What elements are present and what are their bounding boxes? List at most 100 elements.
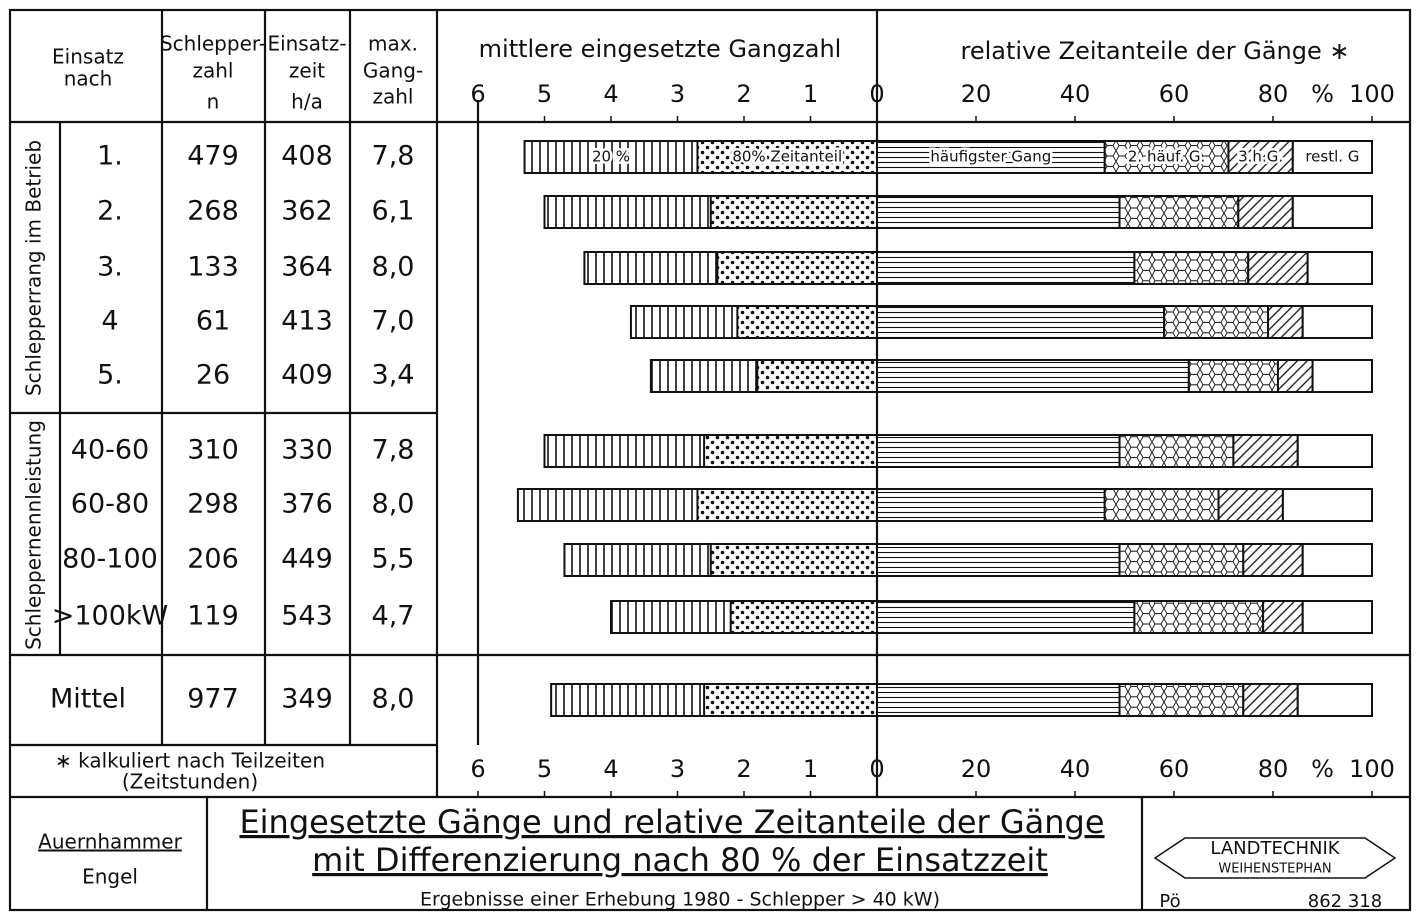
table-cell: 330: [281, 435, 333, 466]
x-tick-label: 1: [803, 80, 818, 108]
table-cell: 3,4: [372, 360, 415, 391]
bar-segment: [1242, 683, 1299, 717]
bar-segment: [1118, 683, 1245, 717]
bar-segment: [876, 434, 1121, 468]
row-label: 2.: [97, 196, 123, 227]
header-text: nach: [64, 67, 113, 91]
header-text: h/a: [291, 90, 323, 114]
bar-segment: [1232, 434, 1299, 468]
title: mit Differenzierung nach 80 % der Einsat…: [312, 841, 1048, 879]
header-text: Schlepper-: [160, 32, 266, 56]
table-cell: 479: [187, 141, 239, 172]
x2-tick-label: 40: [1060, 755, 1091, 783]
x-tick-label: 2: [736, 755, 751, 783]
header-text: zahl: [373, 85, 414, 109]
bar-segment: [1103, 488, 1220, 522]
bar-segment: [1133, 600, 1265, 634]
bar-segment: [876, 251, 1136, 285]
bar-segment: [1118, 195, 1240, 229]
x2-tick-label: 20: [961, 755, 992, 783]
bar-segment: [876, 140, 1106, 174]
title: Eingesetzte Gänge und relative Zeitantei…: [239, 803, 1104, 841]
bar-segment: [876, 359, 1190, 393]
table-cell: 268: [187, 196, 239, 227]
row-label: 1.: [97, 141, 123, 172]
x-tick-label: 1: [803, 755, 818, 783]
bar: [716, 251, 879, 285]
table-cell: 376: [281, 489, 333, 520]
bar: [756, 359, 878, 393]
segment-label: 20 %: [592, 148, 630, 166]
bar-segment: [1133, 251, 1250, 285]
bar: [729, 600, 879, 634]
group-label: Schleppernennleistung: [22, 420, 46, 650]
bar-segment: [876, 683, 1121, 717]
axis-unit: %: [1311, 755, 1334, 783]
x2-tick-label: 80: [1258, 755, 1289, 783]
table-cell: 26: [196, 360, 230, 391]
x2-tick-label: 80: [1258, 80, 1289, 108]
bar-segment: [1163, 305, 1270, 339]
x-tick-label: 0: [869, 80, 884, 108]
header: Einsatz nach Schlepper- zahl n Einsatz- …: [22, 32, 1350, 794]
x-tick-label: 6: [470, 755, 485, 783]
x-tick-label: 3: [670, 80, 685, 108]
table-cell: 7,8: [372, 141, 415, 172]
table-cell: 409: [281, 360, 333, 391]
bar-segment: [1301, 600, 1373, 634]
bar: [709, 543, 878, 577]
x-tick-label: 2: [736, 80, 751, 108]
subtitle: Ergebnisse einer Erhebung 1980 - Schlepp…: [420, 889, 940, 911]
table-cell: 362: [281, 196, 333, 227]
axis-title: relative Zeitanteile der Gänge ∗: [960, 37, 1349, 65]
segment-label: 80% Zeitanteil: [732, 148, 842, 166]
footnote: ∗ kalkuliert nach Teilzeiten: [55, 749, 325, 773]
x-tick-label: 4: [603, 80, 618, 108]
table-cell: 8,0: [372, 252, 415, 283]
bar-segment: [1311, 359, 1373, 393]
bar-segment: [1118, 434, 1235, 468]
table-cell: 449: [281, 544, 333, 575]
table-cell: 61: [196, 306, 230, 337]
code: 862 318: [1308, 891, 1382, 912]
segment-label: restl. G: [1305, 148, 1359, 166]
header-text: zahl: [193, 59, 234, 83]
segment-label: 2. häuf. G.: [1128, 148, 1205, 166]
bar-segment: [1291, 140, 1374, 174]
header-text: n: [207, 90, 220, 114]
x2-tick-label: 40: [1060, 80, 1091, 108]
x-tick-label: 0: [869, 755, 884, 783]
row-label: 3.: [97, 252, 123, 283]
row-label: 4: [101, 306, 118, 337]
x-tick-label: 4: [603, 755, 618, 783]
table-cell: 408: [281, 141, 333, 172]
bar-segment: [876, 305, 1166, 339]
bar-segment: [1242, 543, 1304, 577]
header-text: Gang-: [363, 59, 423, 83]
bar-segment: [876, 600, 1136, 634]
bar: [696, 488, 879, 522]
logo-text: WEIHENSTEPHAN: [1218, 862, 1331, 877]
table-cell: 133: [187, 252, 239, 283]
x-tick-label: 6: [470, 80, 485, 108]
bar-segment: [1301, 543, 1373, 577]
bar-segment: [1296, 683, 1373, 717]
table-cell: 298: [187, 489, 239, 520]
table-cell: 7,8: [372, 435, 415, 466]
x-tick-label: 5: [537, 80, 552, 108]
bar-segment: [876, 195, 1121, 229]
bar-segment: [1247, 251, 1309, 285]
bar: [709, 195, 878, 229]
table-cell: 413: [281, 306, 333, 337]
code: Pö: [1159, 891, 1180, 912]
table-cell: 310: [187, 435, 239, 466]
table-cell: 977: [187, 684, 239, 715]
bar-segment: [1276, 359, 1314, 393]
row-label: 40-60: [71, 435, 149, 466]
row-label: Mittel: [50, 684, 126, 715]
table-cell: 7,0: [372, 306, 415, 337]
bar: [703, 683, 878, 717]
x2-tick-label: 60: [1159, 755, 1190, 783]
row-label: 60-80: [71, 489, 149, 520]
